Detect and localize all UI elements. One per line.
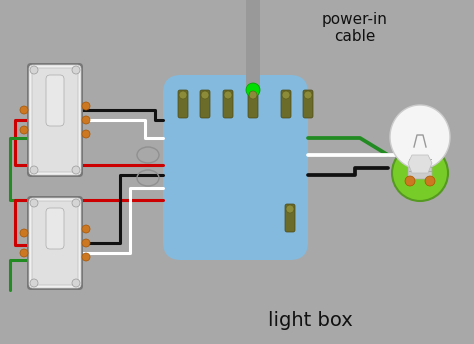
Circle shape [82, 102, 90, 110]
Circle shape [30, 166, 38, 174]
Polygon shape [390, 105, 450, 169]
Circle shape [72, 166, 80, 174]
Circle shape [30, 199, 38, 207]
Circle shape [20, 249, 28, 257]
Circle shape [425, 176, 435, 186]
Circle shape [405, 176, 415, 186]
Circle shape [246, 83, 260, 97]
FancyBboxPatch shape [163, 75, 308, 260]
FancyBboxPatch shape [248, 90, 258, 118]
Circle shape [82, 253, 90, 261]
Circle shape [30, 279, 38, 287]
FancyBboxPatch shape [46, 208, 64, 249]
Polygon shape [408, 155, 432, 173]
FancyBboxPatch shape [178, 90, 188, 118]
Circle shape [72, 66, 80, 74]
FancyBboxPatch shape [200, 90, 210, 118]
Text: power-in
cable: power-in cable [322, 12, 388, 44]
Circle shape [30, 66, 38, 74]
FancyBboxPatch shape [46, 75, 64, 126]
Circle shape [286, 205, 294, 213]
Circle shape [82, 116, 90, 124]
Circle shape [282, 91, 290, 99]
FancyBboxPatch shape [223, 90, 233, 118]
Circle shape [249, 91, 257, 99]
FancyBboxPatch shape [281, 90, 291, 118]
Text: light box: light box [268, 311, 352, 330]
FancyBboxPatch shape [29, 65, 81, 175]
Circle shape [82, 130, 90, 138]
FancyBboxPatch shape [32, 68, 78, 172]
FancyBboxPatch shape [29, 198, 81, 288]
Circle shape [82, 225, 90, 233]
FancyBboxPatch shape [408, 157, 432, 179]
FancyBboxPatch shape [27, 63, 83, 177]
Circle shape [82, 239, 90, 247]
FancyBboxPatch shape [32, 201, 78, 285]
Circle shape [224, 91, 232, 99]
Circle shape [72, 279, 80, 287]
Circle shape [72, 199, 80, 207]
Circle shape [20, 229, 28, 237]
Circle shape [179, 91, 187, 99]
FancyBboxPatch shape [285, 204, 295, 232]
Circle shape [20, 126, 28, 134]
FancyBboxPatch shape [303, 90, 313, 118]
FancyBboxPatch shape [27, 196, 83, 290]
Circle shape [304, 91, 312, 99]
Circle shape [20, 106, 28, 114]
Circle shape [392, 145, 448, 201]
Circle shape [201, 91, 209, 99]
